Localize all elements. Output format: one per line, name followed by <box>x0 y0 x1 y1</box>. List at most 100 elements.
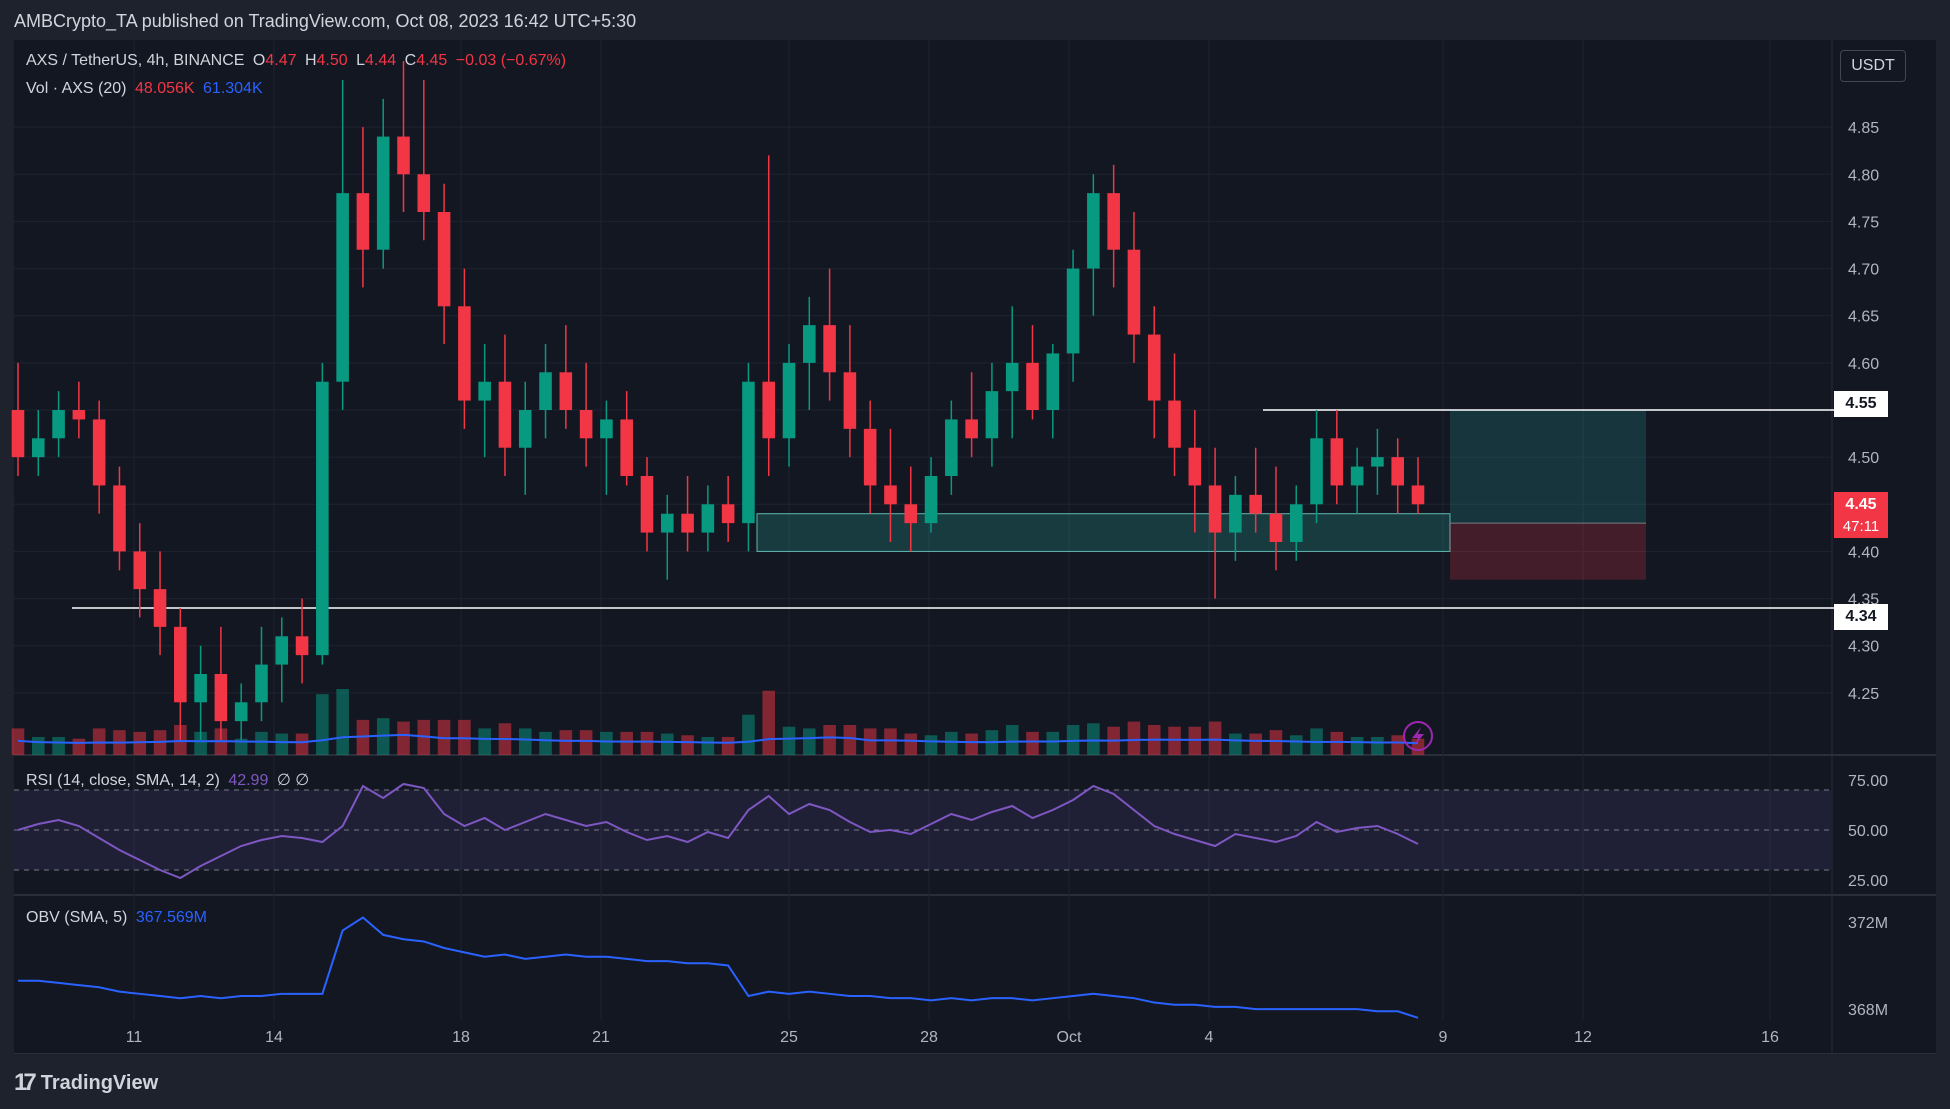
chart-area[interactable] <box>14 40 1936 1054</box>
candle-body <box>498 381 512 448</box>
volume-ma-value: 61.304K <box>203 80 263 97</box>
candle-body <box>803 325 816 363</box>
obv-tick-label: 368M <box>1848 1002 1888 1019</box>
candle-body <box>600 419 613 439</box>
price-tick-label: 4.30 <box>1848 639 1879 656</box>
candle-body <box>701 504 715 533</box>
rsi-extra: ∅ ∅ <box>276 772 310 789</box>
candle <box>376 98 390 269</box>
volume-bar <box>579 730 593 755</box>
candle-body <box>1168 400 1181 448</box>
volume-bar <box>316 694 329 755</box>
volume-bar <box>174 725 187 755</box>
lightning-icon-bolt <box>1412 727 1424 746</box>
rsi-label[interactable]: RSI (14, close, SMA, 14, 2) <box>26 772 220 789</box>
last-price-value: 4.45 <box>1845 496 1877 513</box>
high-value: 4.50 <box>316 52 348 69</box>
candle <box>1005 306 1019 439</box>
candle-body <box>417 174 431 212</box>
time-tick-label: 14 <box>265 1029 283 1046</box>
candle-body <box>904 504 918 524</box>
candle-body <box>742 381 755 524</box>
candle <box>72 381 86 439</box>
open-label: O <box>252 52 266 69</box>
high-label: H <box>304 52 317 69</box>
tradingview-logo-icon: 17 <box>14 1069 37 1096</box>
candle <box>437 183 451 344</box>
candle-body <box>985 391 999 439</box>
upper-level-tag: 4.55 <box>1834 391 1888 417</box>
volume-bar <box>1330 731 1344 755</box>
volume-bar <box>843 725 857 755</box>
obv-tick-label: 372M <box>1848 915 1888 932</box>
obv-value: 367.569M <box>135 909 207 926</box>
currency-button[interactable]: USDT <box>1840 50 1906 82</box>
volume-bar <box>600 731 613 755</box>
volume-bar <box>823 725 836 755</box>
candle <box>11 362 25 476</box>
candle-body <box>1147 334 1161 401</box>
volume-ma-line <box>17 733 1419 745</box>
rsi-line <box>17 782 1419 880</box>
candle <box>539 344 552 439</box>
candle <box>153 551 167 656</box>
candle <box>640 457 654 552</box>
footer <box>0 1054 1950 1109</box>
volume-bar <box>1127 721 1141 755</box>
countdown-value: 47:11 <box>1842 517 1880 535</box>
volume-bar <box>194 731 207 755</box>
volume-bar <box>701 737 715 755</box>
volume-bar <box>336 689 349 755</box>
candle <box>1269 466 1283 571</box>
rsi-tick-label: 50.00 <box>1848 823 1888 840</box>
volume-bar <box>518 728 532 755</box>
candle-body <box>1350 466 1364 486</box>
volume-bar <box>620 731 633 755</box>
volume-bar <box>559 730 573 755</box>
candle-body <box>72 410 86 420</box>
candle <box>721 476 735 542</box>
candle <box>681 476 694 552</box>
volume-bar <box>52 737 65 755</box>
volume-bar <box>1026 731 1039 755</box>
symbol-label[interactable]: AXS / TetherUS, 4h, BINANCE <box>26 52 245 69</box>
candle-body <box>1249 494 1262 514</box>
tradingview-logo[interactable]: 17 TradingView <box>14 1068 158 1098</box>
volume-label[interactable]: Vol · AXS (20) <box>26 80 127 97</box>
price-tick-label: 4.80 <box>1848 167 1879 184</box>
candle-body <box>194 674 207 703</box>
obv-label[interactable]: OBV (SMA, 5) <box>26 909 128 926</box>
candle-body <box>1026 362 1039 410</box>
volume-bar <box>539 731 552 755</box>
candle <box>1127 212 1141 363</box>
candle-body <box>1188 447 1202 486</box>
candle <box>1371 428 1384 495</box>
low-value: 4.44 <box>365 52 397 69</box>
candle-body <box>924 476 938 524</box>
candle <box>1188 410 1202 533</box>
volume-bar <box>681 735 694 755</box>
time-tick-label: 16 <box>1761 1029 1779 1046</box>
candle-body <box>52 410 65 439</box>
price-tick-label: 4.70 <box>1848 262 1879 279</box>
candle-body <box>11 410 25 458</box>
low-label: L <box>356 52 366 69</box>
candle-body <box>336 193 349 382</box>
obv-legend: OBV (SMA, 5) 367.569M <box>26 909 211 927</box>
volume-bar <box>782 726 796 755</box>
candle <box>782 344 796 467</box>
candle <box>985 362 999 467</box>
candle-body <box>620 419 633 476</box>
price-legend: AXS / TetherUS, 4h, BINANCE O4.47 H4.50 … <box>26 52 570 70</box>
candle <box>823 268 836 401</box>
candle <box>701 485 715 552</box>
candle <box>1107 164 1120 288</box>
candle-body <box>275 636 289 665</box>
candle-body <box>1289 504 1303 542</box>
volume-bar <box>133 731 147 755</box>
candle-body <box>1087 193 1100 269</box>
volume-bar <box>965 733 978 755</box>
candle-body <box>1046 353 1060 410</box>
candle-body <box>356 193 370 250</box>
